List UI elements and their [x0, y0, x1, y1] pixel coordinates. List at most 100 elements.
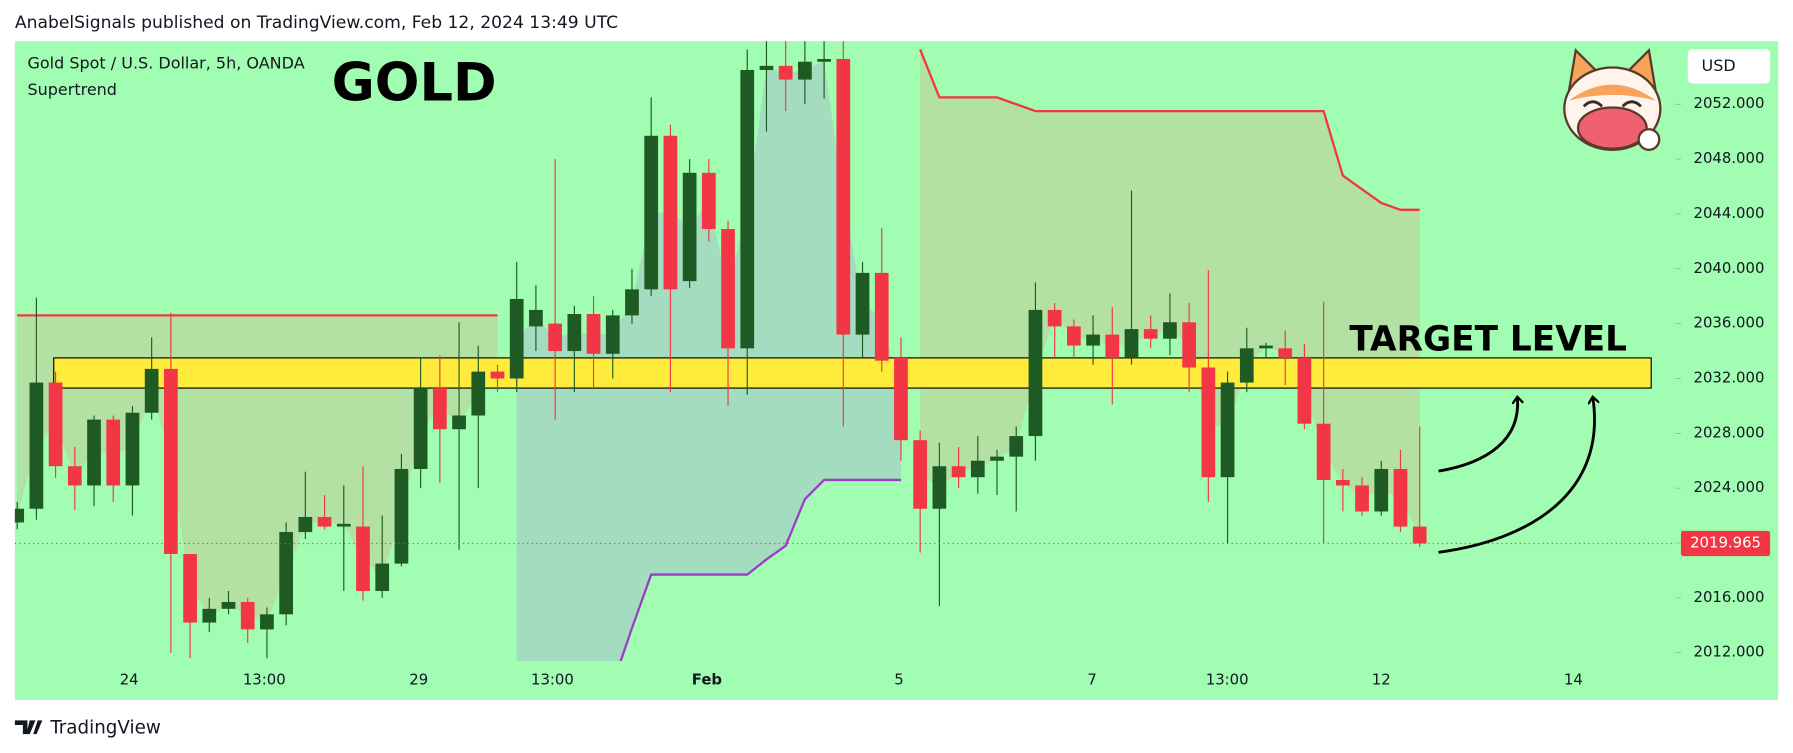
- candle-body: [740, 69, 755, 349]
- candle-body: [125, 412, 140, 486]
- candle-body: [1239, 348, 1254, 383]
- candle-body: [1124, 329, 1139, 358]
- candle-body: [970, 460, 985, 478]
- supertrend-line: [619, 478, 901, 661]
- candle-body: [701, 172, 716, 230]
- candle-body: [1393, 468, 1408, 527]
- candle-body: [432, 388, 447, 430]
- candle-body: [605, 315, 620, 354]
- candle-body: [721, 229, 735, 349]
- footer-logo: [14, 720, 43, 735]
- candle-body: [1047, 309, 1062, 327]
- last-price-tag: [1680, 530, 1771, 557]
- target-zone: [53, 357, 1652, 389]
- candle-body: [759, 65, 774, 70]
- candle-body: [586, 314, 601, 354]
- x-tick-label: 13:00: [243, 670, 286, 688]
- last-price-label: 2019.965: [1690, 534, 1761, 552]
- candle-body: [336, 523, 351, 527]
- candle-body: [394, 468, 409, 564]
- footer: TradingView: [49, 717, 161, 738]
- candle-body: [509, 298, 524, 379]
- candle-body: [452, 415, 466, 430]
- candle-body: [1143, 329, 1158, 339]
- candle-body: [221, 601, 236, 609]
- candle-body: [1086, 334, 1100, 346]
- overlay: 2012.0002016.0002020.0002024.0002028.000…: [120, 94, 1771, 688]
- y-tick-label: 2040.000: [1694, 259, 1765, 277]
- candle-body: [836, 58, 851, 335]
- candle-body: [1182, 322, 1197, 368]
- candle-body: [471, 371, 486, 416]
- candle-body: [663, 135, 678, 290]
- x-tick-label: 5: [894, 670, 903, 688]
- candle-body: [67, 466, 82, 486]
- candle-body: [894, 357, 908, 441]
- candle-body: [279, 532, 294, 615]
- candle-body: [1374, 468, 1389, 512]
- candle-body: [1316, 423, 1331, 480]
- candle-body: [14, 508, 25, 523]
- candle-body: [778, 65, 793, 80]
- x-tick-label: 14: [1564, 670, 1583, 688]
- candle-body: [490, 371, 505, 379]
- arrow: [1438, 398, 1595, 554]
- y-tick-label: 2016.000: [1694, 588, 1765, 606]
- x-tick-label: 29: [409, 670, 428, 688]
- y-tick-label: 2052.000: [1694, 94, 1765, 112]
- y-tick-label: 2044.000: [1694, 204, 1765, 222]
- candle-body: [375, 563, 390, 592]
- candle-body: [913, 440, 928, 509]
- candle-body: [874, 272, 889, 361]
- candle-body: [1009, 436, 1024, 457]
- y-tick-label: 2024.000: [1694, 478, 1765, 496]
- candle-body: [1220, 382, 1235, 478]
- candle-body: [932, 466, 947, 509]
- symbol-legend: Gold Spot / U.S. Dollar, 5h, OANDA: [27, 54, 304, 73]
- candle-body: [644, 135, 659, 290]
- candle-body: [240, 601, 255, 630]
- candle-body: [1278, 348, 1293, 358]
- candle-body: [144, 368, 159, 413]
- currency-box: [1687, 49, 1771, 84]
- x-tick-label: 12: [1372, 670, 1391, 688]
- chart-title: GOLD: [332, 52, 497, 113]
- candle-body: [298, 516, 313, 533]
- candle-body: [413, 388, 428, 469]
- candle-body: [183, 553, 197, 623]
- candle-body: [317, 516, 332, 527]
- candle-body: [1067, 326, 1081, 346]
- candle-body: [990, 456, 1004, 461]
- candle-body: [48, 382, 63, 467]
- currency: USD: [1702, 56, 1736, 75]
- y-tick-label: 2028.000: [1694, 423, 1765, 441]
- x-tick-label: 7: [1087, 670, 1096, 688]
- target-label: TARGET LEVEL: [1349, 319, 1627, 359]
- candle-body: [529, 309, 543, 327]
- candle-body: [1355, 485, 1369, 512]
- y-tick-label: 2012.000: [1694, 643, 1765, 661]
- x-tick-label: 24: [120, 670, 139, 688]
- candle-body: [164, 368, 178, 554]
- candle-body: [1163, 322, 1177, 339]
- candle-body: [1201, 367, 1216, 478]
- x-tick-label: 13:00: [531, 670, 574, 688]
- y-tick-label: 2032.000: [1694, 368, 1765, 386]
- candle-body: [855, 272, 870, 335]
- candle-body: [625, 289, 639, 316]
- supertrend-fill: [920, 49, 1420, 536]
- candle-body: [548, 323, 562, 352]
- candle-body: [1412, 526, 1427, 544]
- x-tick-label: 13:00: [1206, 670, 1249, 688]
- supertrend-fill: [17, 315, 498, 622]
- candle-body: [817, 58, 831, 62]
- candle-body: [1297, 357, 1312, 424]
- candle-body: [1335, 479, 1350, 486]
- candle-body: [682, 172, 697, 282]
- candle-body: [1259, 345, 1273, 349]
- candle-body: [567, 314, 582, 352]
- header: AnabelSignals published on TradingView.c…: [15, 13, 618, 33]
- candle-body: [1105, 334, 1120, 358]
